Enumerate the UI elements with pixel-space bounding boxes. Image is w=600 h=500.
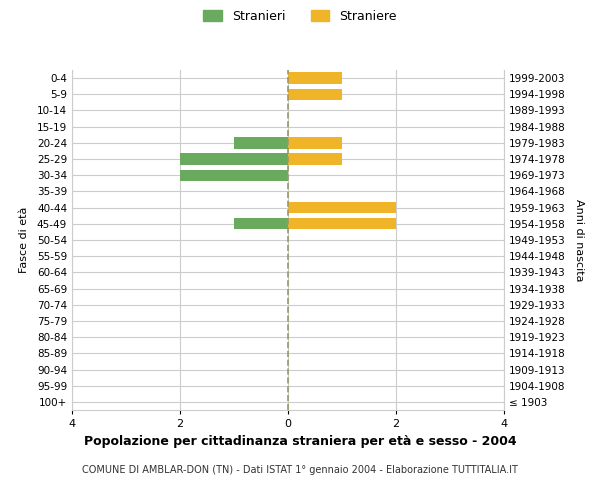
Bar	[180, 154, 288, 164]
Bar	[288, 137, 342, 148]
Bar	[288, 202, 396, 213]
Text: COMUNE DI AMBLAR-DON (TN) - Dati ISTAT 1° gennaio 2004 - Elaborazione TUTTITALIA: COMUNE DI AMBLAR-DON (TN) - Dati ISTAT 1…	[82, 465, 518, 475]
Bar	[288, 218, 396, 230]
Y-axis label: Fasce di età: Fasce di età	[19, 207, 29, 273]
Bar	[288, 154, 342, 164]
Y-axis label: Anni di nascita: Anni di nascita	[574, 198, 584, 281]
Bar	[180, 170, 288, 181]
Bar	[288, 88, 342, 100]
Legend: Stranieri, Straniere: Stranieri, Straniere	[199, 6, 401, 26]
Bar	[234, 218, 288, 230]
Bar	[234, 137, 288, 148]
Bar	[288, 72, 342, 84]
Text: Popolazione per cittadinanza straniera per età e sesso - 2004: Popolazione per cittadinanza straniera p…	[83, 435, 517, 448]
